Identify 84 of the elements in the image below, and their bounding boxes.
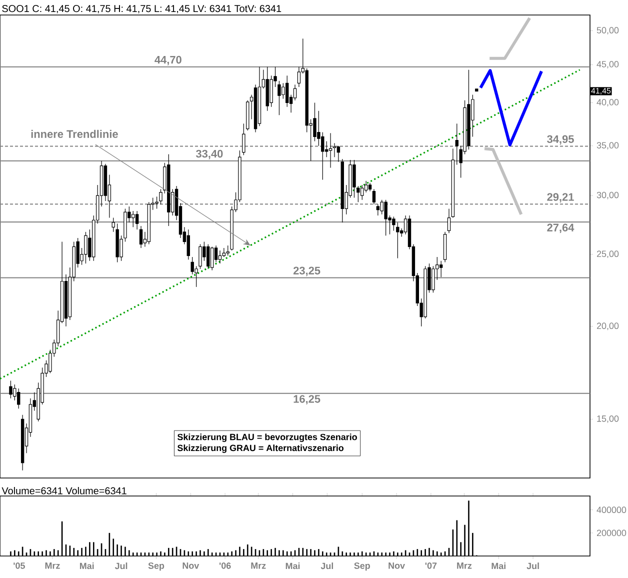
candlestick <box>206 244 210 270</box>
candlestick <box>13 384 16 401</box>
candlestick <box>439 260 443 278</box>
candlestick <box>364 180 368 193</box>
chart-title: Volume=6341 Volume=6341 <box>2 486 126 494</box>
candlestick <box>328 132 332 168</box>
candlestick <box>356 186 360 202</box>
candlestick <box>194 266 198 288</box>
candlestick <box>336 146 340 162</box>
x-tick-label: Sep <box>354 562 370 571</box>
candlestick <box>222 248 226 258</box>
candlestick <box>313 102 316 142</box>
candlestick <box>112 218 115 232</box>
candlestick <box>270 75 273 108</box>
annotation: innere Trendlinie <box>31 130 118 138</box>
x-tick-label: Jul <box>526 562 539 570</box>
y-tick-label: 200000 <box>596 530 626 536</box>
candlestick <box>396 222 400 259</box>
y-tick-label: 50,00 <box>596 27 619 34</box>
candlestick <box>372 188 376 205</box>
candlestick <box>186 229 190 260</box>
candlestick <box>159 188 162 205</box>
x-tick-label: Nov <box>388 562 405 569</box>
annotation: Skizzierung GRAU = Alternativszenario <box>177 444 344 453</box>
candlestick <box>360 184 364 200</box>
candlestick <box>17 388 20 409</box>
ref-line-label: 44,70 <box>154 56 182 66</box>
x-tick-label: '07 <box>425 562 437 569</box>
candlestick <box>352 160 356 198</box>
candlestick <box>242 123 246 156</box>
candlestick <box>332 142 336 158</box>
x-tick-label: '05 <box>14 562 25 569</box>
candlestick <box>282 82 285 100</box>
candlestick <box>190 256 194 275</box>
candlestick <box>286 75 289 108</box>
candlestick <box>278 80 281 116</box>
x-tick-label: Mrz <box>251 562 266 569</box>
candlestick <box>135 210 139 230</box>
x-tick-label: '06 <box>219 562 231 569</box>
x-tick-label: Mrz <box>45 562 60 569</box>
candlestick <box>447 208 451 234</box>
x-tick-label: Mrz <box>457 562 472 569</box>
x-tick-label: Mai <box>286 562 300 570</box>
y-tick-label: 45,00 <box>596 61 619 68</box>
y-tick-label: 400000 <box>596 506 626 514</box>
candlestick <box>432 266 435 293</box>
chart-title: SOO1 C: 41,45 O: 41,75 H: 41,75 L: 41,45 LV: 6341 TotV: 6341 <box>2 5 282 14</box>
ref-line-label: 27,64 <box>547 224 574 234</box>
candlestick <box>139 226 143 248</box>
candlestick <box>132 210 135 228</box>
candlestick <box>210 246 214 271</box>
ref-line-label: 16,25 <box>294 395 320 404</box>
y-tick-label: 25,00 <box>596 250 619 258</box>
candlestick <box>198 244 202 270</box>
candlestick <box>392 216 396 232</box>
candlestick <box>155 196 158 210</box>
line-series <box>479 69 543 146</box>
candlestick <box>324 140 328 158</box>
candlestick <box>321 132 324 180</box>
ref-line-label: 23,25 <box>293 266 320 276</box>
candlestick <box>218 250 222 264</box>
y-tick-label: 30,00 <box>596 192 619 200</box>
ref-line-label: 34,95 <box>547 135 574 145</box>
candlestick <box>84 232 88 264</box>
annotation: Skizzierung BLAU = bevorzugtes Szenario <box>177 434 357 442</box>
y-tick-label: 35,00 <box>596 142 619 150</box>
x-tick-label: Jul <box>320 562 333 570</box>
candlestick <box>455 123 458 166</box>
candlestick <box>376 204 380 216</box>
x-tick-label: Nov <box>182 562 200 569</box>
candlestick <box>297 66 301 88</box>
x-tick-label: Jul <box>114 562 128 570</box>
y-tick-label: 15,00 <box>597 415 619 423</box>
ref-line-label: 29,21 <box>547 193 574 202</box>
ref-line-label: 33,40 <box>196 150 223 160</box>
candlestick <box>226 245 230 256</box>
y-tick-label: 20,00 <box>596 322 619 330</box>
x-tick-label: Mai <box>80 562 94 570</box>
candlestick <box>9 380 12 399</box>
candlestick <box>384 200 388 236</box>
candlestick <box>293 84 297 101</box>
x-tick-label: Sep <box>148 562 164 571</box>
x-tick-label: Mai <box>492 562 506 570</box>
y-tick-label: 40,00 <box>596 99 619 106</box>
